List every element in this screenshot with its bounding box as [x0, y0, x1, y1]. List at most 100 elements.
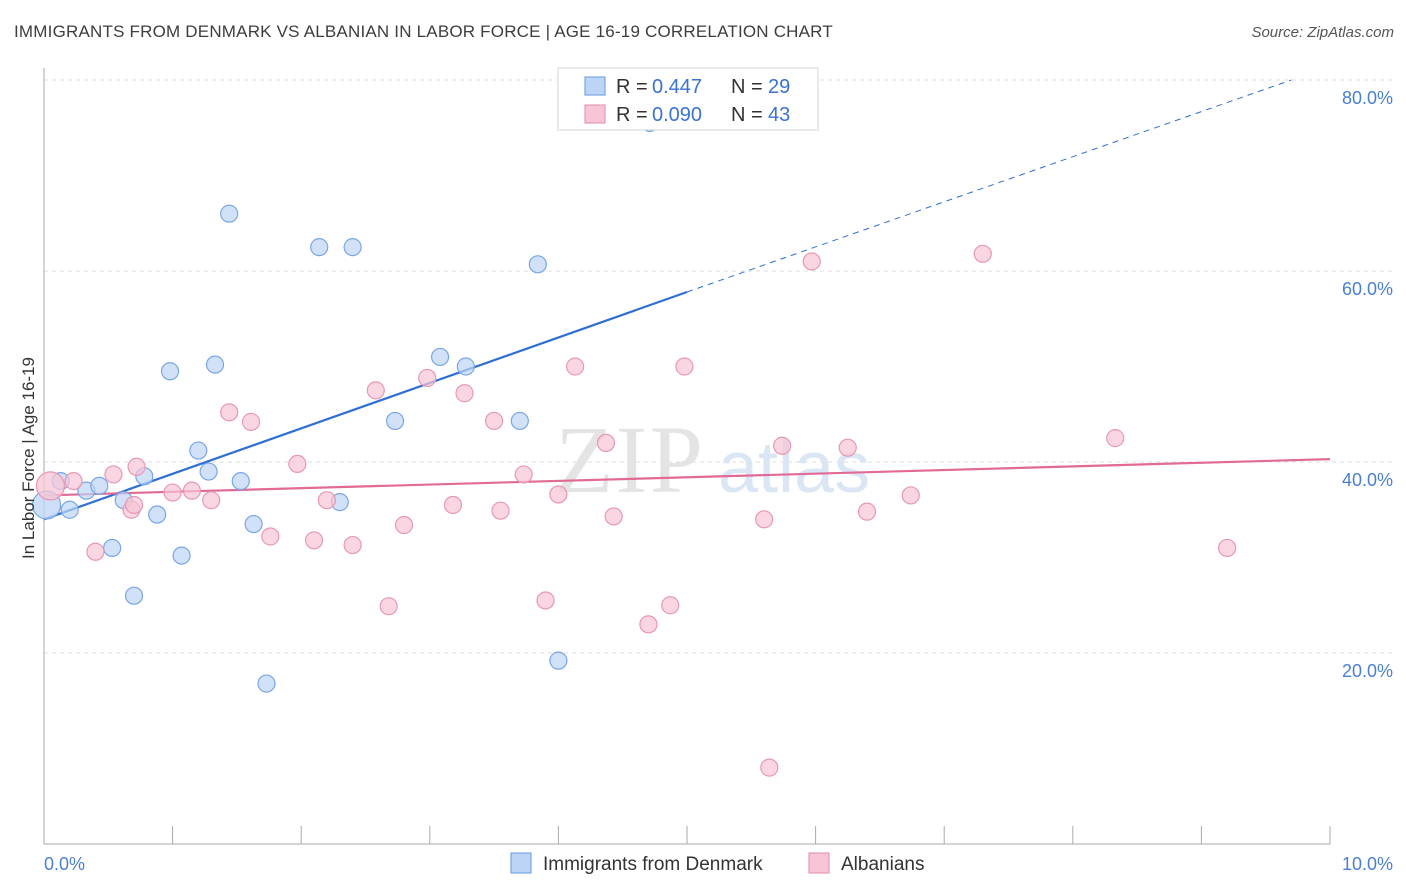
point-denmark-17 [244, 514, 263, 534]
point-albanians-19 [394, 515, 414, 535]
x-tick-label-max: 10.0% [1342, 854, 1393, 874]
point-albanians-39 [857, 502, 877, 521]
point-denmark-16 [231, 472, 250, 491]
point-albanians-22 [455, 384, 474, 403]
point-albanians-15 [317, 491, 337, 510]
point-albanians-24 [491, 501, 510, 520]
point-albanians-9 [202, 491, 221, 510]
point-albanians-32 [661, 596, 680, 615]
legend-n-value: 43 [768, 104, 790, 126]
point-albanians-21 [443, 495, 463, 515]
point-albanians-43 [1218, 538, 1237, 558]
watermark: ZIP atlas [555, 406, 870, 513]
point-denmark-23 [430, 347, 450, 367]
y-tick-label-1: 40.0% [1342, 470, 1393, 490]
x-tick-label-min: 0.0% [44, 854, 85, 874]
point-denmark-7 [124, 586, 144, 605]
point-denmark-25 [510, 411, 529, 431]
grid-lines [44, 79, 1392, 654]
point-albanians-14 [304, 531, 324, 550]
point-denmark-15 [220, 204, 239, 223]
chart-title: IMMIGRANTS FROM DENMARK VS ALBANIAN IN L… [14, 22, 833, 41]
point-albanians-0 [35, 471, 66, 501]
point-albanians-11 [241, 412, 261, 431]
data-points [31, 113, 1237, 777]
point-albanians-17 [366, 381, 385, 400]
point-albanians-38 [838, 438, 857, 457]
point-albanians-7 [163, 483, 182, 502]
point-denmark-27 [549, 651, 568, 670]
point-denmark-21 [343, 238, 362, 257]
point-albanians-10 [220, 403, 239, 422]
legend-r-value: 0.090 [652, 104, 702, 126]
point-denmark-13 [199, 462, 218, 481]
point-denmark-9 [148, 505, 167, 524]
point-albanians-27 [549, 485, 568, 504]
point-albanians-12 [261, 527, 280, 546]
bottom-legend-swatch-pink [808, 852, 830, 874]
point-albanians-5 [124, 495, 144, 515]
point-albanians-35 [760, 758, 779, 777]
point-albanians-29 [596, 433, 616, 452]
point-albanians-8 [182, 481, 201, 500]
point-albanians-18 [379, 597, 398, 616]
point-albanians-36 [773, 436, 792, 455]
y-tick-label-2: 60.0% [1342, 279, 1393, 299]
point-denmark-26 [528, 255, 547, 274]
point-albanians-40 [901, 486, 920, 505]
point-albanians-28 [566, 357, 585, 376]
point-albanians-3 [104, 465, 123, 484]
point-albanians-41 [973, 244, 992, 263]
y-tick-labels: 20.0% 40.0% 60.0% 80.0% [1342, 88, 1393, 681]
point-denmark-12 [189, 441, 208, 460]
point-denmark-2 [60, 500, 79, 519]
legend-swatch-blue [584, 76, 606, 96]
y-tick-label-0: 20.0% [1342, 661, 1393, 681]
point-albanians-1 [64, 472, 83, 491]
bottom-legend: Immigrants from Denmark Albanians [510, 852, 924, 875]
legend-n-label: N = [731, 104, 763, 126]
point-albanians-16 [343, 535, 362, 555]
point-albanians-20 [418, 368, 437, 388]
legend-r-value: 0.447 [652, 76, 702, 98]
point-albanians-25 [514, 465, 533, 484]
point-denmark-4 [90, 476, 109, 495]
point-denmark-18 [257, 674, 276, 693]
trend-line-denmark-extension [686, 79, 1292, 293]
legend-box: R = 0.447 N = 29 R = 0.090 N = 43 [557, 67, 819, 131]
point-denmark-22 [385, 411, 405, 431]
legend-n-value: 29 [768, 76, 790, 98]
point-denmark-19 [310, 238, 329, 257]
point-albanians-34 [755, 510, 774, 529]
y-tick-label-3: 80.0% [1342, 88, 1393, 108]
point-albanians-26 [536, 591, 555, 610]
trend-line-albanians [43, 458, 1331, 497]
x-tick-labels: 0.0% 10.0% [44, 854, 1393, 874]
point-albanians-6 [127, 457, 146, 476]
point-denmark-5 [103, 538, 122, 558]
point-denmark-24 [456, 357, 475, 376]
point-albanians-23 [485, 411, 504, 431]
legend-r-label: R = [616, 76, 648, 98]
point-albanians-2 [86, 542, 105, 561]
point-denmark-11 [172, 546, 191, 565]
point-albanians-33 [675, 357, 694, 376]
bottom-legend-swatch-blue [510, 852, 532, 874]
point-denmark-14 [205, 355, 225, 374]
point-albanians-30 [604, 507, 623, 526]
point-albanians-31 [639, 615, 658, 634]
chart-source: Source: ZipAtlas.com [1251, 24, 1394, 41]
point-albanians-42 [1106, 429, 1125, 448]
point-albanians-13 [288, 454, 307, 474]
watermark-zip: ZIP [555, 406, 705, 513]
point-denmark-10 [160, 362, 180, 381]
legend-n-label: N = [731, 76, 763, 98]
legend-swatch-pink [584, 104, 606, 124]
legend-r-label: R = [616, 104, 648, 126]
axes [43, 68, 1331, 845]
y-axis-label: In Labor Force | Age 16-19 [19, 357, 38, 559]
bottom-legend-label-pink: Albanians [841, 854, 924, 875]
point-albanians-37 [802, 252, 821, 271]
bottom-legend-label-blue: Immigrants from Denmark [543, 854, 763, 875]
